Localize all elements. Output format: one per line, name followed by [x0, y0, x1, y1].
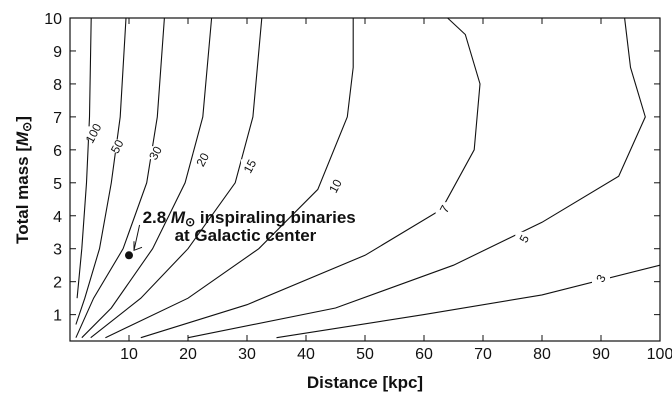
- y-tick-label: 7: [53, 110, 62, 127]
- x-axis-label: Distance [kpc]: [307, 373, 423, 392]
- contour-label-bg: [435, 202, 454, 216]
- x-tick-label: 40: [297, 346, 315, 363]
- x-tick-label: 60: [415, 346, 433, 363]
- x-tick-label: 70: [474, 346, 492, 363]
- x-tick-label: 100: [647, 346, 672, 363]
- y-tick-label: 9: [53, 44, 62, 61]
- contour-label-100: 100: [83, 121, 105, 146]
- annotation-line-1: 2.8 M⊙ inspiraling binaries: [143, 208, 356, 229]
- annotation-arrowhead: [133, 241, 143, 252]
- contour-label-bg: [515, 231, 534, 245]
- contour-lines: [75, 17, 661, 339]
- y-tick-label: 1: [53, 308, 62, 325]
- y-axis-label: Total mass [M⊙]: [13, 116, 34, 244]
- contour-label-50: 50: [108, 137, 127, 156]
- x-tick-label: 20: [179, 346, 197, 363]
- x-tick-label: 50: [356, 346, 374, 363]
- contour-label-10: 10: [326, 177, 345, 196]
- contour-line-7: [140, 17, 481, 339]
- contour-line-100: [76, 17, 92, 299]
- contour-line-50: [75, 17, 127, 325]
- contour-label-bg: [108, 139, 127, 153]
- contour-line-5: [187, 17, 646, 339]
- plot-frame: [69, 17, 661, 342]
- contour-label-30: 30: [146, 144, 165, 163]
- contour-line-20: [81, 17, 213, 339]
- y-tick-label: 10: [44, 11, 62, 28]
- contour-label-bg: [84, 126, 103, 140]
- x-tick-label: 30: [238, 346, 256, 363]
- y-tick-label: 5: [53, 176, 62, 193]
- contour-label-bg: [592, 271, 610, 285]
- contour-label-20: 20: [193, 150, 212, 169]
- data-point-marker: [125, 251, 133, 260]
- contour-label-bg: [326, 179, 345, 193]
- annotation-arrow: [133, 224, 141, 251]
- y-tick-label: 3: [53, 242, 62, 259]
- contour-label-15: 15: [241, 157, 260, 176]
- contour-line-10: [105, 18, 354, 339]
- contour-line-15: [90, 17, 263, 339]
- contour-label-bg: [146, 146, 165, 160]
- y-tick-label: 8: [53, 77, 62, 94]
- x-tick-label: 90: [592, 346, 610, 363]
- annotation-line-2: at Galactic center: [175, 226, 317, 245]
- y-tick-label: 4: [53, 209, 62, 226]
- x-tick-label: 10: [120, 346, 138, 363]
- contour-line-30: [75, 17, 165, 338]
- contour-label-bg: [240, 159, 259, 173]
- contour-label-bg: [193, 152, 212, 166]
- y-tick-label: 6: [53, 143, 62, 160]
- axis-ticks: 10 20 30 40 50 60 70 80 90 100 1 2 3 4 5 6 7 8 9 10: [44, 11, 672, 363]
- x-tick-label: 80: [533, 346, 551, 363]
- y-tick-label: 2: [53, 275, 62, 292]
